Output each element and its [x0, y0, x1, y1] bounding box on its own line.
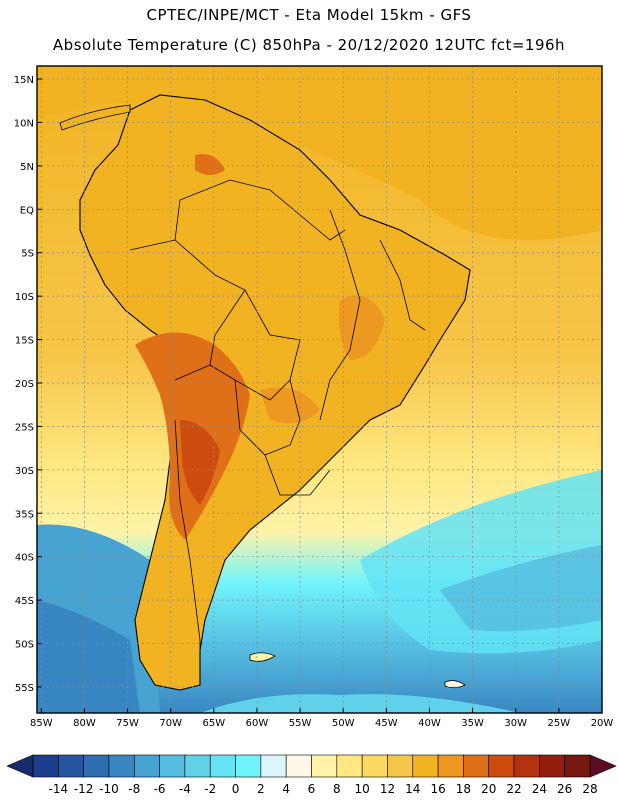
latitude-label: 20S	[15, 379, 34, 390]
longitude-label: 80W	[73, 718, 96, 729]
latitude-label: 10S	[15, 292, 34, 303]
longitude-label: 70W	[159, 718, 182, 729]
legend-color-box	[387, 754, 414, 778]
longitude-label: 55W	[289, 718, 312, 729]
lat-lon-grid	[37, 66, 603, 713]
legend-color-box	[488, 754, 515, 778]
map-subtitle: Absolute Temperature (C) 850hPa - 20/12/…	[52, 36, 566, 54]
latitude-label: 50S	[15, 640, 34, 651]
chaco-hottest-core	[180, 420, 220, 505]
latitude-labels: 15N 10N 5N EQ 5S 10S 15S 20S 25S 30S 35S 40S 45S 50S 5…	[14, 75, 42, 694]
legend-color-box	[361, 754, 388, 778]
legend-underflow-arrow	[6, 754, 34, 778]
legend-color-box	[184, 754, 211, 778]
legend-tick-label: 20	[481, 782, 496, 796]
latitude-label: 10N	[14, 118, 34, 129]
legend-tick-label: 10	[354, 782, 369, 796]
legend-color-box	[83, 754, 110, 778]
legend-color-box	[513, 754, 540, 778]
latitude-label: 45S	[15, 596, 34, 607]
legend-tick-label: 26	[557, 782, 572, 796]
legend-color-box	[260, 754, 287, 778]
longitude-label: 30W	[504, 718, 527, 729]
longitude-label: 75W	[116, 718, 139, 729]
falklands-islands	[249, 652, 276, 662]
pacific-cold-field	[37, 600, 140, 713]
legend-color-box	[32, 754, 59, 778]
legend-tick-label: -10	[99, 782, 119, 796]
longitude-label: 20W	[591, 718, 614, 729]
legend-tick-label: 6	[308, 782, 316, 796]
legend-overflow-arrow	[589, 754, 617, 778]
legend-tick-label: 16	[430, 782, 445, 796]
longitude-label: 60W	[246, 718, 269, 729]
longitude-label: 25W	[548, 718, 571, 729]
latitude-label: 30S	[15, 466, 34, 477]
longitude-label: 65W	[203, 718, 226, 729]
legend-tick-label: 14	[405, 782, 420, 796]
longitude-label: 85W	[30, 718, 53, 729]
legend-color-box	[539, 754, 565, 778]
tropical-warm-field	[37, 66, 602, 240]
legend-tick-label: -4	[179, 782, 191, 796]
legend-color-box	[209, 754, 236, 778]
latitude-label: 35S	[15, 509, 34, 520]
legend-tick-label: -6	[154, 782, 166, 796]
latitude-label: EQ	[20, 205, 34, 216]
legend-color-box	[285, 754, 312, 778]
central-america-coast	[59, 104, 131, 131]
legend-color-box	[58, 754, 84, 778]
latitude-label: 15S	[15, 336, 34, 347]
southern-cold-field	[200, 694, 520, 713]
map-title: CPTEC/INPE/MCT - Eta Model 15km - GFS	[146, 6, 472, 24]
legend-color-box	[235, 754, 262, 778]
latitude-label: 5N	[20, 162, 34, 173]
legend-tick-label: 12	[380, 782, 395, 796]
legend-tick-label: 2	[257, 782, 265, 796]
legend-tick-label: 18	[456, 782, 471, 796]
legend-color-box	[159, 754, 186, 778]
longitude-labels: 85W 80W 75W 70W 65W 60W 55W 50W 45W 40W 35W 30W 25W 2…	[30, 708, 613, 729]
latitude-label: 40S	[15, 553, 34, 564]
legend-tick-label: 24	[532, 782, 547, 796]
legend-tick-label: -14	[49, 782, 69, 796]
legend-tick-label: 8	[333, 782, 341, 796]
latitude-label: 5S	[21, 249, 34, 260]
legend-color-box	[564, 754, 591, 778]
legend-tick-label: 4	[282, 782, 290, 796]
legend-color-box	[108, 754, 135, 778]
legend-color-box	[412, 754, 439, 778]
legend-tick-label: -12	[74, 782, 94, 796]
legend-color-box	[133, 754, 160, 778]
legend-tick-label: 28	[582, 782, 597, 796]
legend-tick-label: 0	[232, 782, 240, 796]
longitude-label: 45W	[375, 718, 398, 729]
latitude-label: 15N	[14, 75, 34, 86]
paraguay-warm-core	[260, 387, 320, 424]
atlantic-cold-field	[440, 545, 602, 632]
country-borders	[129, 179, 426, 685]
cerrado-warm-core	[338, 295, 385, 360]
legend-tick-label: -2	[204, 782, 216, 796]
latitude-label: 25S	[15, 422, 34, 433]
longitude-label: 35W	[461, 718, 484, 729]
longitude-label: 40W	[418, 718, 441, 729]
legend-color-box	[437, 754, 464, 778]
map-frame	[36, 65, 603, 714]
legend-tick-label: -8	[128, 782, 140, 796]
latitude-label: 55S	[15, 683, 34, 694]
legend-color-box	[463, 754, 490, 778]
legend-color-box	[311, 754, 338, 778]
legend-tick-label: 22	[506, 782, 521, 796]
longitude-label: 50W	[332, 718, 355, 729]
colombia-warm-core	[195, 154, 225, 175]
legend-color-box	[336, 754, 363, 778]
